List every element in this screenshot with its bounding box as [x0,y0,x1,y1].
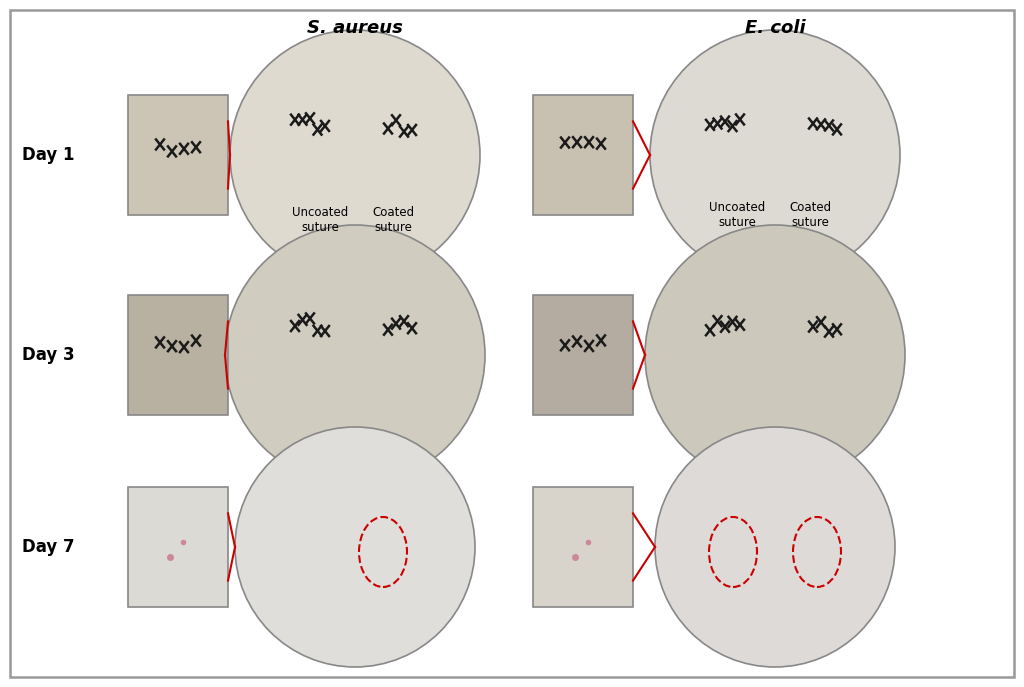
Bar [534,295,633,415]
Bar [128,295,228,415]
Circle shape [655,427,895,667]
Circle shape [230,30,480,280]
Circle shape [650,30,900,280]
Bar [128,95,228,215]
Text: Uncoated
suture: Uncoated suture [292,206,348,234]
FancyBboxPatch shape [10,10,1014,677]
Text: Coated
suture: Coated suture [372,206,414,234]
Text: Day 1: Day 1 [22,146,75,164]
Text: E. coli: E. coli [744,19,805,37]
Circle shape [225,225,485,485]
Bar [534,95,633,215]
Text: S. aureus: S. aureus [307,19,402,37]
Circle shape [234,427,475,667]
Bar [128,487,228,607]
Text: Day 3: Day 3 [22,346,75,364]
Text: Uncoated
suture: Uncoated suture [709,201,765,229]
Text: Day 7: Day 7 [22,538,75,556]
Bar [534,487,633,607]
Text: Coated
suture: Coated suture [788,201,831,229]
Circle shape [645,225,905,485]
